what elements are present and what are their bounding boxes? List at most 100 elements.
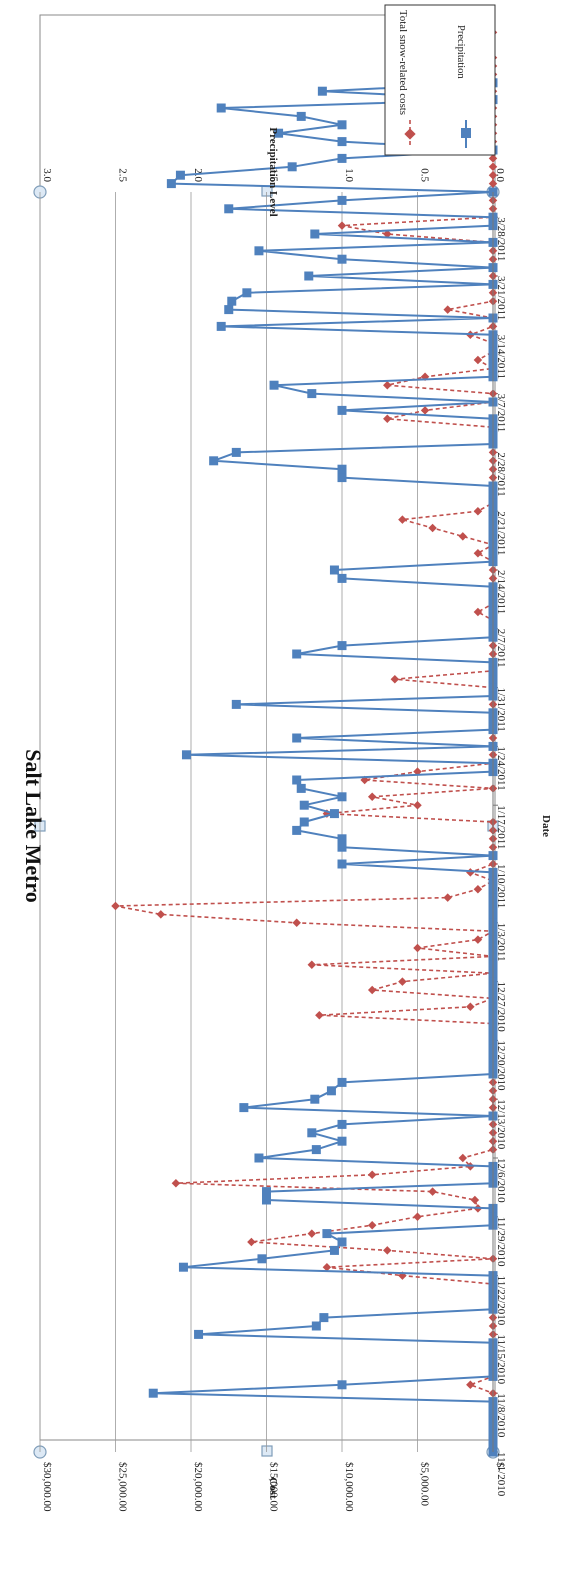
cost-point <box>443 305 452 314</box>
cost-point <box>466 1002 475 1012</box>
precipitation-point <box>274 128 284 138</box>
cost-point <box>367 1220 377 1230</box>
precipitation-point <box>224 204 234 214</box>
legend-cost-marker <box>404 128 416 140</box>
precipitation-point <box>178 1262 188 1272</box>
resize-handle-bottom-mid[interactable] <box>261 1445 273 1457</box>
date-tick-label: 1/31/2011 <box>495 688 507 732</box>
cost-axis-ticks: $- $5,000.00 $10,000.00 $15,000.00 $20,000.0… <box>41 1462 506 1512</box>
precipitation-point <box>216 321 226 331</box>
precipitation-tick-label: 1.5 <box>268 168 280 182</box>
cost-point <box>473 935 483 944</box>
date-tick-label: 2/28/2011 <box>495 452 507 496</box>
date-tick-label: 1/3/2011 <box>495 923 507 962</box>
date-tick-label: 11/29/2010 <box>495 1217 507 1267</box>
date-tick-label: 12/20/2010 <box>495 1040 507 1091</box>
precipitation-axis-ticks: 0.0 0.5 1.0 1.5 2.0 2.5 3.0 <box>41 168 506 182</box>
precipitation-point <box>296 783 306 793</box>
cost-point <box>466 1380 475 1390</box>
cost-tick-label: $20,000.00 <box>192 1462 204 1512</box>
precipitation-point <box>310 229 320 239</box>
cost-point <box>458 1153 468 1163</box>
cost-point <box>398 977 407 986</box>
cost-point <box>473 607 483 617</box>
cost-tick-label: $15,000.00 <box>268 1462 280 1512</box>
cost-point <box>473 884 483 894</box>
precipitation-tick-label: 2.0 <box>192 168 204 182</box>
chart-title: Salt Lake Metro <box>21 749 46 903</box>
precipitation-tick-label: 2.5 <box>117 168 129 182</box>
legend-box <box>384 4 496 156</box>
precipitation-point <box>337 641 347 651</box>
cost-point <box>383 414 392 424</box>
cost-point <box>111 901 120 911</box>
precipitation-tick-label: 0.5 <box>419 168 431 182</box>
cost-tick-label: $10,000.00 <box>343 1462 355 1512</box>
precipitation-point <box>337 834 347 844</box>
precipitation-point <box>304 271 314 281</box>
cost-point <box>398 515 407 524</box>
date-tick-label: 1/10/2011 <box>495 864 507 908</box>
cost-point <box>443 893 452 902</box>
cost-point <box>473 548 483 558</box>
precipitation-point <box>337 120 347 130</box>
precipitation-point <box>317 86 327 96</box>
precipitation-point <box>337 1119 347 1129</box>
precipitation-point <box>307 389 317 399</box>
precipitation-point <box>181 750 191 760</box>
cost-point <box>488 179 498 188</box>
legend-cost-label: Total snow-related costs <box>397 10 408 115</box>
date-tick-label: 12/27/2010 <box>495 982 507 1033</box>
precipitation-point <box>292 649 302 659</box>
precipitation-point <box>292 733 302 743</box>
cost-point <box>413 767 422 776</box>
precipitation-point <box>322 1229 332 1239</box>
precipitation-point <box>337 153 347 163</box>
date-tick-label: 2/14/2011 <box>495 570 507 614</box>
precipitation-point <box>209 456 219 466</box>
precipitation-point <box>311 1145 321 1155</box>
precipitation-point <box>296 111 306 121</box>
cost-point <box>383 1246 392 1255</box>
precipitation-point <box>242 288 252 298</box>
precipitation-point <box>337 1136 347 1146</box>
precipitation-point <box>337 473 347 483</box>
cost-point <box>367 985 377 995</box>
cost-point <box>322 1262 332 1272</box>
date-axis-ticks: 11/1/2010 11/8/2010 11/15/2010 11/22/2010 11… <box>493 216 507 1497</box>
cost-point <box>488 170 498 180</box>
date-tick-label: 1/24/2011 <box>495 746 507 790</box>
cost-point <box>413 943 422 953</box>
precipitation-point <box>231 447 241 457</box>
precipitation-point <box>194 1329 204 1339</box>
cost-point <box>383 229 392 239</box>
cost-point <box>420 406 430 415</box>
legend-precip-label: Precipitation <box>455 25 466 79</box>
cost-point <box>307 1229 317 1238</box>
date-tick-label: 11/1/2010 <box>495 1452 507 1497</box>
cost-tick-label: $- <box>494 1462 506 1472</box>
precipitation-point <box>329 809 339 819</box>
precipitation-point <box>166 179 176 189</box>
date-tick-label: 12/13/2010 <box>495 1099 507 1150</box>
date-tick-label: 11/8/2010 <box>495 1393 507 1438</box>
precipitation-point <box>257 1254 267 1264</box>
cost-point <box>292 918 301 928</box>
cost-point <box>428 1187 437 1196</box>
cost-point <box>367 792 377 802</box>
legend: Total snow-related costs Precipitation <box>384 4 496 156</box>
cost-point <box>488 162 498 172</box>
precipitation-point <box>254 1153 264 1163</box>
precipitation-point <box>310 1094 320 1104</box>
precipitation-point <box>254 246 264 256</box>
precipitation-point <box>307 1128 317 1138</box>
precipitation-point <box>216 103 226 113</box>
precipitation-point <box>299 800 309 810</box>
precipitation-point <box>299 817 309 827</box>
cost-point <box>473 355 483 365</box>
precipitation-point <box>239 1103 249 1113</box>
cost-point <box>307 960 317 970</box>
cost-point <box>470 1195 480 1205</box>
